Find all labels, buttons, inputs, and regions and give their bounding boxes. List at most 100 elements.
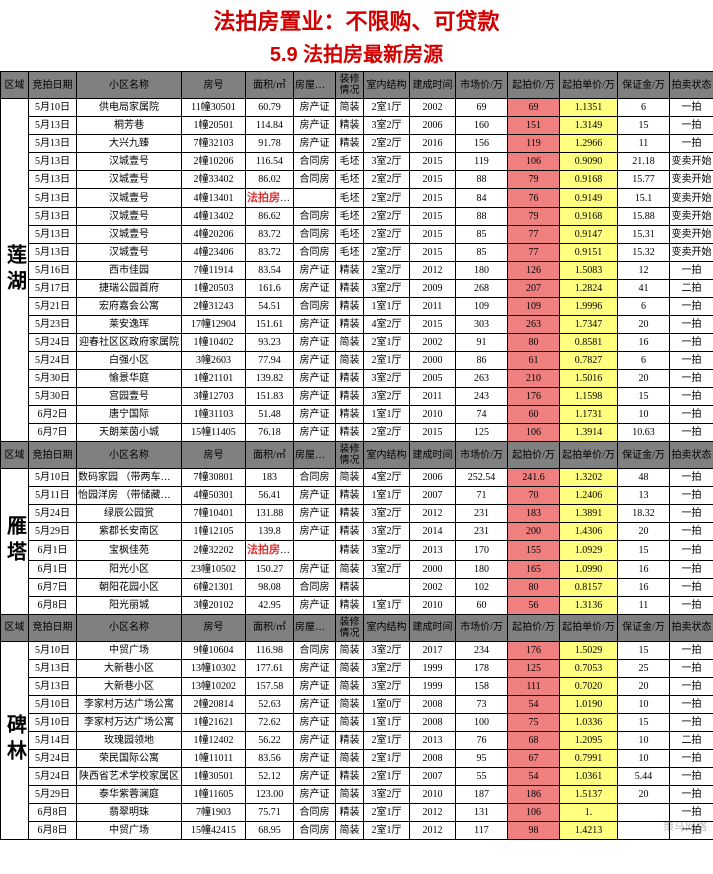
cell: 简装 [336,677,364,695]
cell: 106 [508,424,560,442]
cell: 15 [618,641,670,659]
cell: 1.3914 [560,424,618,442]
cell: 2室1厅 [364,803,410,821]
cell: 139.8 [246,523,294,541]
cell: 一拍 [670,767,713,785]
cell: 2幢32202 [182,541,246,560]
cell: 83.54 [246,262,294,280]
cell: 3室2厅 [364,560,410,578]
cell: 1.3136 [560,596,618,614]
cell: 精装 [336,388,364,406]
col-header: 房屋情况 [294,72,336,99]
cell: 2009 [410,280,456,298]
cell: 6月7日 [29,578,77,596]
cell: 5月14日 [29,731,77,749]
cell: 88 [456,171,508,189]
cell: 1.4213 [560,821,618,839]
inline-watermark: 法拍房置业 [247,192,294,204]
cell: 一拍 [670,487,713,505]
cell: 95 [456,749,508,767]
cell: 73 [456,695,508,713]
cell: 一拍 [670,316,713,334]
cell: 房产证 [294,117,336,135]
cell: 5月30日 [29,388,77,406]
cell: 3室2厅 [364,541,410,560]
cell: 精装 [336,596,364,614]
cell: 3幢12703 [182,388,246,406]
cell: 183 [246,469,294,487]
cell: 0.7991 [560,749,618,767]
col-header: 建成时间 [410,442,456,469]
table-row: 5月17日捷瑞公园首府1幢20503161.6房产证精装3室2厅20092682… [1,280,713,298]
cell: 简装 [336,749,364,767]
cell: 16 [618,334,670,352]
cell: 75 [508,713,560,731]
cell: 5.44 [618,767,670,785]
cell: 2007 [410,767,456,785]
cell: 房产证 [294,596,336,614]
cell: 2幢10206 [182,153,246,171]
cell: 1.2966 [560,135,618,153]
cell: 2011 [410,298,456,316]
cell: 80 [508,578,560,596]
cell: 151.83 [246,388,294,406]
cell: 2008 [410,713,456,731]
cell: 5月13日 [29,117,77,135]
cell: 5月30日 [29,370,77,388]
cell: 2室2厅 [364,244,410,262]
cell: 85 [456,226,508,244]
cell: 3室2厅 [364,641,410,659]
cell: 3室2厅 [364,280,410,298]
cell: 125 [508,659,560,677]
cell: 汉城壹号 [77,208,182,226]
cell: 房产证 [294,388,336,406]
cell: 5月10日 [29,713,77,731]
cell: 精装 [336,316,364,334]
cell: 2012 [410,803,456,821]
cell: 一拍 [670,388,713,406]
cell: 房产证 [294,352,336,370]
cell: 房产证 [294,99,336,117]
cell: 2015 [410,208,456,226]
cell: 6月1日 [29,541,77,560]
cell: 一拍 [670,370,713,388]
cell: 1.3149 [560,117,618,135]
cell: 1室1厅 [364,713,410,731]
cell: 一拍 [670,406,713,424]
cell: 3室2厅 [364,153,410,171]
col-header: 竞拍日期 [29,614,77,641]
cell: 1.2095 [560,731,618,749]
cell: 106 [508,803,560,821]
cell: 0.7020 [560,677,618,695]
cell: 变卖开始 [670,189,713,208]
cell: 13幢10202 [182,677,246,695]
cell: 捷瑞公园首府 [77,280,182,298]
cell: 毛坯 [336,171,364,189]
col-header: 起拍价/万 [508,614,560,641]
cell: 精装 [336,424,364,442]
cell: 精装 [336,262,364,280]
cell: 263 [456,370,508,388]
col-header: 面积/㎡ [246,442,294,469]
cell: 116.54 [246,153,294,171]
cell: 2002 [410,578,456,596]
cell: 125 [456,424,508,442]
table-row: 莲湖5月10日供电局家属院11幢3050160.79房产证简装2室1厅20026… [1,99,713,117]
cell: 243 [456,388,508,406]
cell: 一拍 [670,695,713,713]
cell: 2室1厅 [364,99,410,117]
cell: 177.61 [246,659,294,677]
cell: 6月8日 [29,803,77,821]
cell: 西市佳园 [77,262,182,280]
cell: 123.00 [246,785,294,803]
cell: 7幢32103 [182,135,246,153]
cell: 268 [456,280,508,298]
cell: 变卖开始 [670,208,713,226]
cell: 泰华紫蓉澜庭 [77,785,182,803]
cell: 158 [456,677,508,695]
cell: 5月29日 [29,785,77,803]
cell: 2017 [410,641,456,659]
cell: 6 [618,352,670,370]
cell: 80 [508,334,560,352]
cell: 大新巷小区 [77,677,182,695]
